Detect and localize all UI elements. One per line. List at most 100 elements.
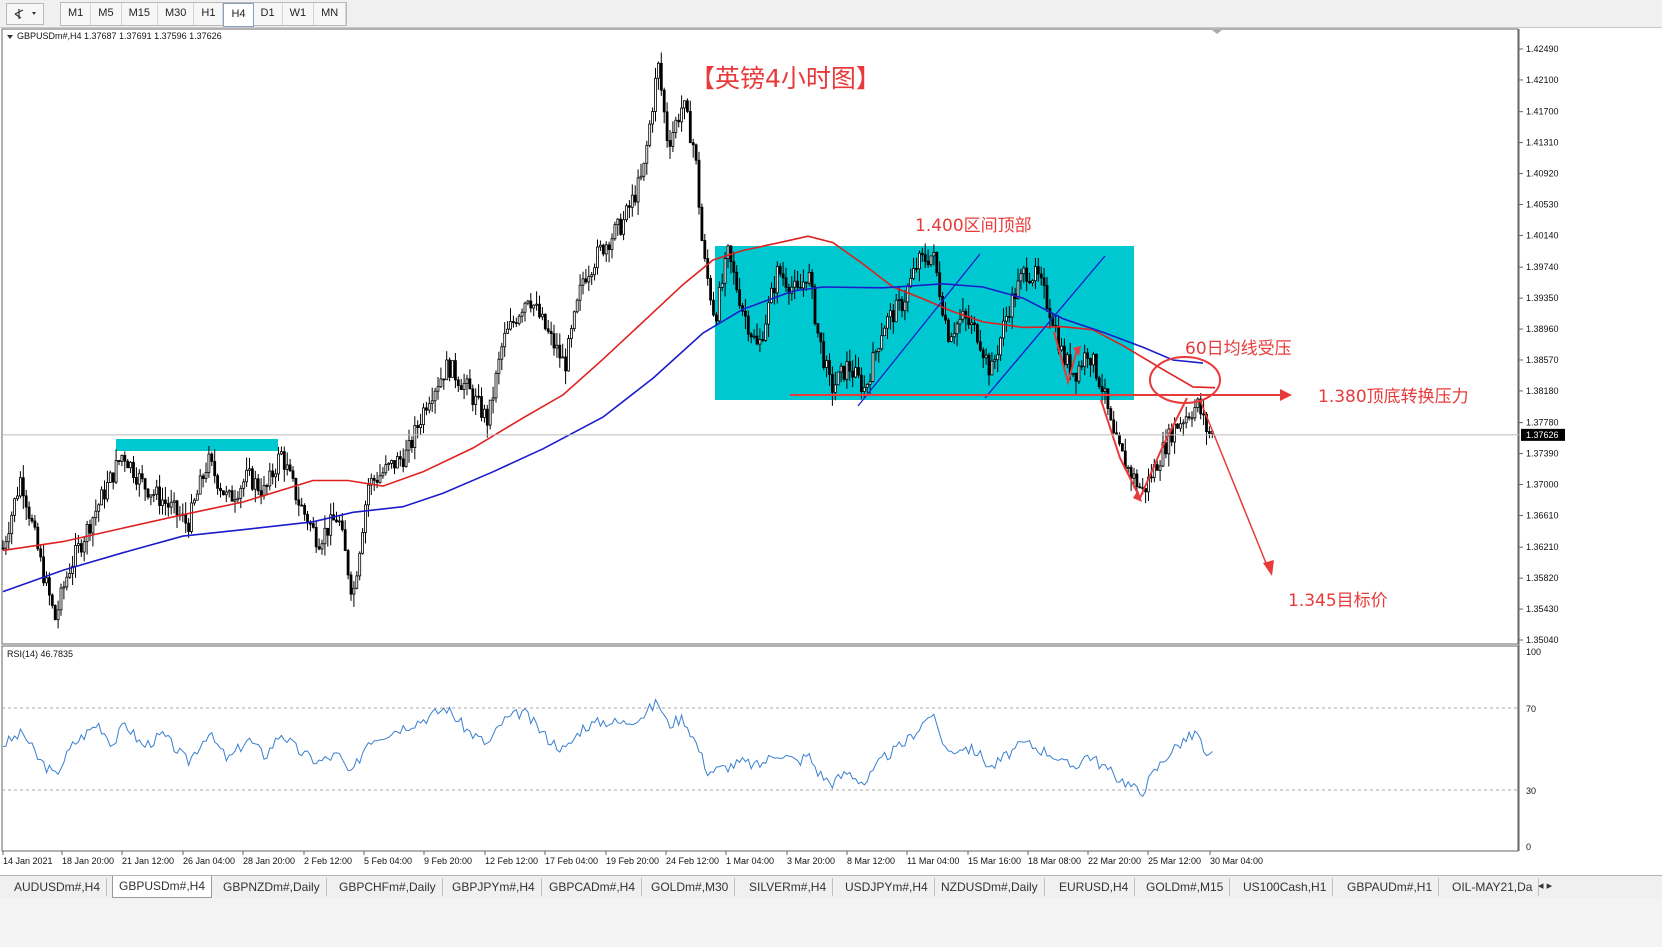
time-axis-label: 18 Mar 08:00 xyxy=(1028,856,1081,866)
chart-tab[interactable]: GBPUSDm#,H4 xyxy=(112,876,213,898)
candle-body xyxy=(503,332,507,348)
chart-tab[interactable]: GBPNZDm#,Daily xyxy=(217,878,327,896)
candle-body xyxy=(230,490,234,502)
chart-tab[interactable]: GBPAUDm#,H1 xyxy=(1341,878,1440,896)
candle-body xyxy=(775,266,779,294)
candle-body xyxy=(712,299,715,316)
candle-body xyxy=(1161,442,1165,467)
chart-tab[interactable]: AUDUSDm#,H4 xyxy=(8,878,108,896)
timeframe-m15[interactable]: M15 xyxy=(122,3,158,25)
candle-body xyxy=(726,245,730,259)
candle-body xyxy=(746,315,750,335)
candle-body xyxy=(1016,280,1020,300)
candle-body xyxy=(752,335,756,338)
timeframe-m30[interactable]: M30 xyxy=(158,3,195,25)
chart-tab[interactable]: GOLDm#,M30 xyxy=(645,878,736,896)
candle-body xyxy=(308,522,312,525)
candle-body xyxy=(1086,352,1089,359)
candle-body xyxy=(288,464,292,472)
time-axis-label: 26 Jan 04:00 xyxy=(183,856,235,866)
candle-body xyxy=(184,513,188,524)
candle-body xyxy=(1181,422,1185,425)
chart-tab[interactable]: GOLDm#,M15 xyxy=(1140,878,1231,896)
candle-body xyxy=(1071,372,1075,375)
candle-body xyxy=(10,514,14,535)
chart-tab[interactable]: USDJPYm#,H4 xyxy=(839,878,935,896)
candle-body xyxy=(1,547,5,550)
candle-body xyxy=(601,244,605,255)
price-axis-label: 1.40530 xyxy=(1526,199,1559,209)
annotation-resistance-label: 1.380顶底转换压力 xyxy=(1318,387,1469,407)
candle-body xyxy=(555,344,559,349)
chart-tab[interactable]: GBPCADm#,H4 xyxy=(543,878,643,896)
candle-body xyxy=(880,335,884,350)
candle-body xyxy=(471,388,475,405)
candle-body xyxy=(862,386,866,392)
candle-body xyxy=(187,522,191,532)
timeframe-m5[interactable]: M5 xyxy=(91,3,122,25)
candle-body xyxy=(1155,464,1159,471)
candle-body xyxy=(868,381,872,385)
candle-body xyxy=(764,323,768,341)
candle-body xyxy=(613,224,617,240)
candle-body xyxy=(683,100,686,109)
candle-body xyxy=(732,261,736,273)
candle-body xyxy=(88,524,92,534)
candle-body xyxy=(277,453,280,475)
candle-body xyxy=(294,477,298,501)
timeframe-h4[interactable]: H4 xyxy=(223,3,254,27)
price-axis-label: 1.38570 xyxy=(1526,355,1559,365)
candle-body xyxy=(172,500,176,503)
candle-body xyxy=(802,281,805,289)
chart-tab[interactable]: GBPCHFm#,Daily xyxy=(333,878,443,896)
candle-body xyxy=(1173,423,1176,443)
candle-body xyxy=(451,360,454,378)
candle-body xyxy=(1031,280,1034,284)
chart-tab[interactable]: OIL-MAY21,Da xyxy=(1446,878,1540,896)
chart-shift-icon[interactable] xyxy=(1212,30,1222,34)
candle-body xyxy=(430,400,434,405)
candle-body xyxy=(474,395,478,405)
chart-tab[interactable]: SILVERm#,H4 xyxy=(743,878,834,896)
candle-body xyxy=(981,349,985,359)
candle-body xyxy=(694,144,698,161)
candle-body xyxy=(1138,486,1142,489)
timeframe-w1[interactable]: W1 xyxy=(283,3,315,25)
annotation-target-label: 1.345目标价 xyxy=(1288,591,1388,611)
candle-body xyxy=(1034,266,1037,282)
rsi-axis-30: 30 xyxy=(1526,786,1536,796)
chart-tab[interactable]: GBPJPYm#,H4 xyxy=(446,878,542,896)
chart-tab[interactable]: NZDUSDm#,Daily xyxy=(935,878,1045,896)
timeframe-m1[interactable]: M1 xyxy=(61,3,92,25)
candle-body xyxy=(662,89,666,113)
candle-body xyxy=(485,408,489,426)
tab-scroll-arrows-icon[interactable]: ◂ ▸ xyxy=(1538,880,1553,892)
candle-body xyxy=(120,454,124,462)
candle-body xyxy=(581,278,585,286)
candle-body xyxy=(949,336,953,342)
drawing-tools-dropdown[interactable] xyxy=(6,3,44,25)
timeframe-mn[interactable]: MN xyxy=(314,3,347,25)
candle-body xyxy=(85,524,89,543)
candle-body xyxy=(839,365,843,373)
time-axis-label: 12 Feb 12:00 xyxy=(485,856,538,866)
candle-body xyxy=(123,454,127,462)
candle-body xyxy=(700,206,704,241)
timeframe-d1[interactable]: D1 xyxy=(254,3,283,25)
candle-body xyxy=(433,390,437,402)
collapse-arrow-icon[interactable] xyxy=(7,35,13,39)
candle-body xyxy=(445,359,449,381)
timeframe-h1[interactable]: H1 xyxy=(194,3,224,25)
candle-body xyxy=(79,543,83,553)
candle-body xyxy=(944,314,947,321)
price-axis-label: 1.35820 xyxy=(1526,573,1559,583)
candle-body xyxy=(30,517,34,522)
chart-tab[interactable]: EURUSD,H4 xyxy=(1053,878,1136,896)
chart-tab[interactable]: US100Cash,H1 xyxy=(1237,878,1334,896)
candle-body xyxy=(190,502,193,532)
candle-body xyxy=(1083,352,1087,367)
rsi-line xyxy=(2,698,1213,798)
candle-body xyxy=(1094,353,1098,379)
candle-body xyxy=(758,339,762,345)
chart-area[interactable]: 1.42490 1.42100 1.41700 1.41310 1.40920 1.405… xyxy=(0,28,1662,873)
